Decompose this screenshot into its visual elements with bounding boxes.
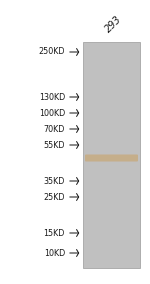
Text: 35KD: 35KD xyxy=(44,176,65,185)
Text: 250KD: 250KD xyxy=(39,47,65,57)
Text: 10KD: 10KD xyxy=(44,248,65,258)
FancyBboxPatch shape xyxy=(85,154,138,162)
Text: 293: 293 xyxy=(103,14,124,34)
Bar xyxy=(83,42,140,268)
Text: 100KD: 100KD xyxy=(39,108,65,118)
Text: 55KD: 55KD xyxy=(44,141,65,149)
Text: 25KD: 25KD xyxy=(44,193,65,202)
Text: 130KD: 130KD xyxy=(39,93,65,101)
Text: 15KD: 15KD xyxy=(44,229,65,237)
Text: 70KD: 70KD xyxy=(44,124,65,133)
